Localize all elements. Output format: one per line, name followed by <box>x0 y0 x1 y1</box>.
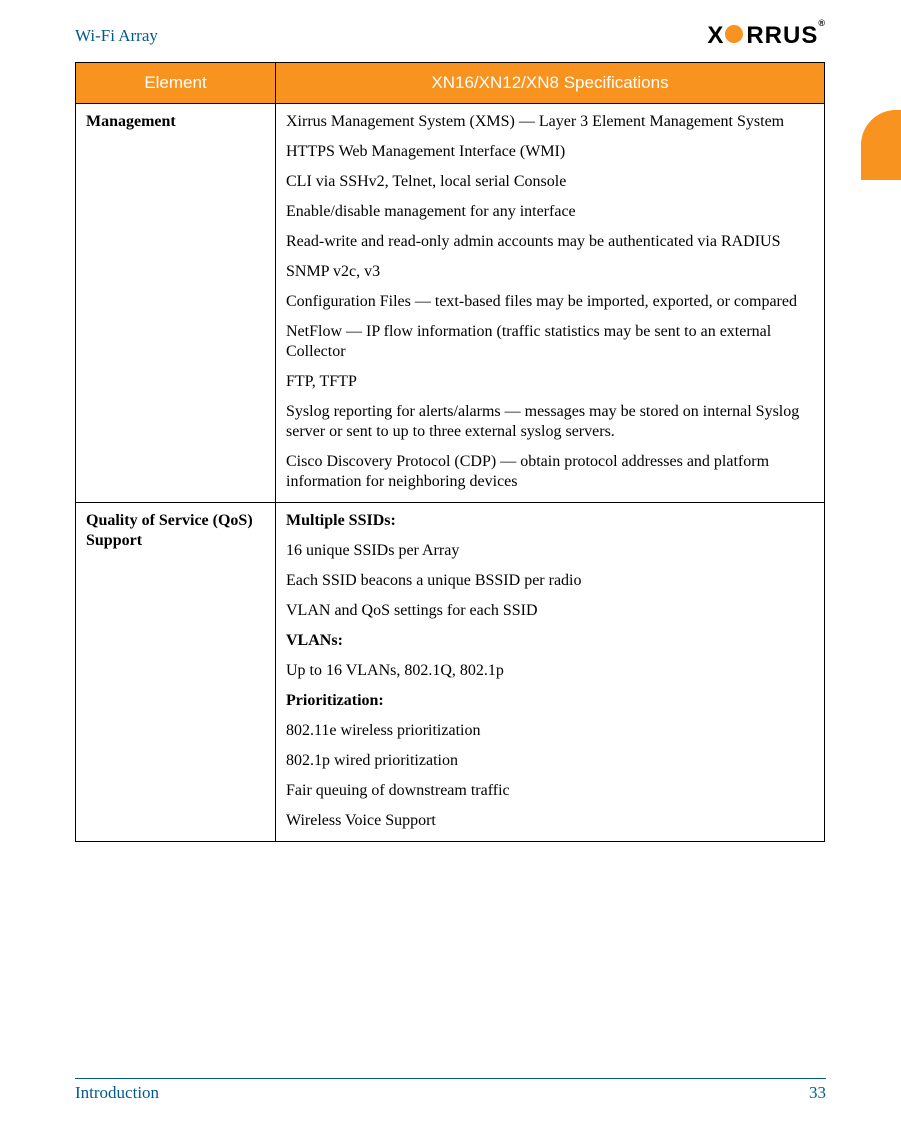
page-footer: Introduction 33 <box>75 1078 826 1103</box>
spec-line: Multiple SSIDs: <box>286 511 814 531</box>
footer-section: Introduction <box>75 1083 159 1103</box>
spec-line: VLANs: <box>286 631 814 651</box>
spec-line: 16 unique SSIDs per Array <box>286 541 814 561</box>
page-tab-marker <box>861 110 901 180</box>
spec-line: Fair queuing of downstream traffic <box>286 781 814 801</box>
spec-line: 802.11e wireless prioritization <box>286 721 814 741</box>
table-header-row: Element XN16/XN12/XN8 Specifications <box>76 63 825 104</box>
spec-line: Syslog reporting for alerts/alarms — mes… <box>286 402 814 442</box>
logo-dot-icon <box>725 25 743 43</box>
table-row: Quality of Service (QoS) SupportMultiple… <box>76 503 825 842</box>
spec-line: Xirrus Management System (XMS) — Layer 3… <box>286 112 814 132</box>
spec-line: Read-write and read-only admin accounts … <box>286 232 814 252</box>
spec-line: 802.1p wired prioritization <box>286 751 814 771</box>
spec-line: SNMP v2c, v3 <box>286 262 814 282</box>
table-header-specs: XN16/XN12/XN8 Specifications <box>276 63 825 104</box>
row-label: Quality of Service (QoS) Support <box>76 503 276 842</box>
spec-line: Cisco Discovery Protocol (CDP) — obtain … <box>286 452 814 492</box>
row-content: Multiple SSIDs: 16 unique SSIDs per Array… <box>276 503 825 842</box>
footer-page-number: 33 <box>809 1083 826 1103</box>
xirrus-logo: X RRUS® <box>707 22 826 50</box>
logo-registered-icon: ® <box>818 18 826 28</box>
spec-line: Each SSID beacons a unique BSSID per rad… <box>286 571 814 591</box>
spec-line: FTP, TFTP <box>286 372 814 392</box>
table-row: Management Xirrus Management System (XMS)… <box>76 104 825 503</box>
spec-line: Configuration Files — text-based files m… <box>286 292 814 312</box>
spec-line: Up to 16 VLANs, 802.1Q, 802.1p <box>286 661 814 681</box>
spec-line: Prioritization: <box>286 691 814 711</box>
logo-letter-x: X <box>707 22 722 50</box>
logo-letters-rrus: RRUS® <box>746 22 826 50</box>
row-content: Xirrus Management System (XMS) — Layer 3… <box>276 104 825 503</box>
spec-line: Enable/disable management for any interf… <box>286 202 814 222</box>
spec-line: Wireless Voice Support <box>286 811 814 831</box>
page-title: Wi-Fi Array <box>75 26 158 46</box>
spec-line: VLAN and QoS settings for each SSID <box>286 601 814 621</box>
spec-line: CLI via SSHv2, Telnet, local serial Cons… <box>286 172 814 192</box>
table-body: Management Xirrus Management System (XMS)… <box>76 104 825 842</box>
spec-line: HTTPS Web Management Interface (WMI) <box>286 142 814 162</box>
page-header: Wi-Fi Array X RRUS® <box>0 0 901 50</box>
row-label: Management <box>76 104 276 503</box>
spec-line: NetFlow — IP flow information (traffic s… <box>286 322 814 362</box>
specifications-table: Element XN16/XN12/XN8 Specifications Man… <box>75 62 825 842</box>
table-header-element: Element <box>76 63 276 104</box>
